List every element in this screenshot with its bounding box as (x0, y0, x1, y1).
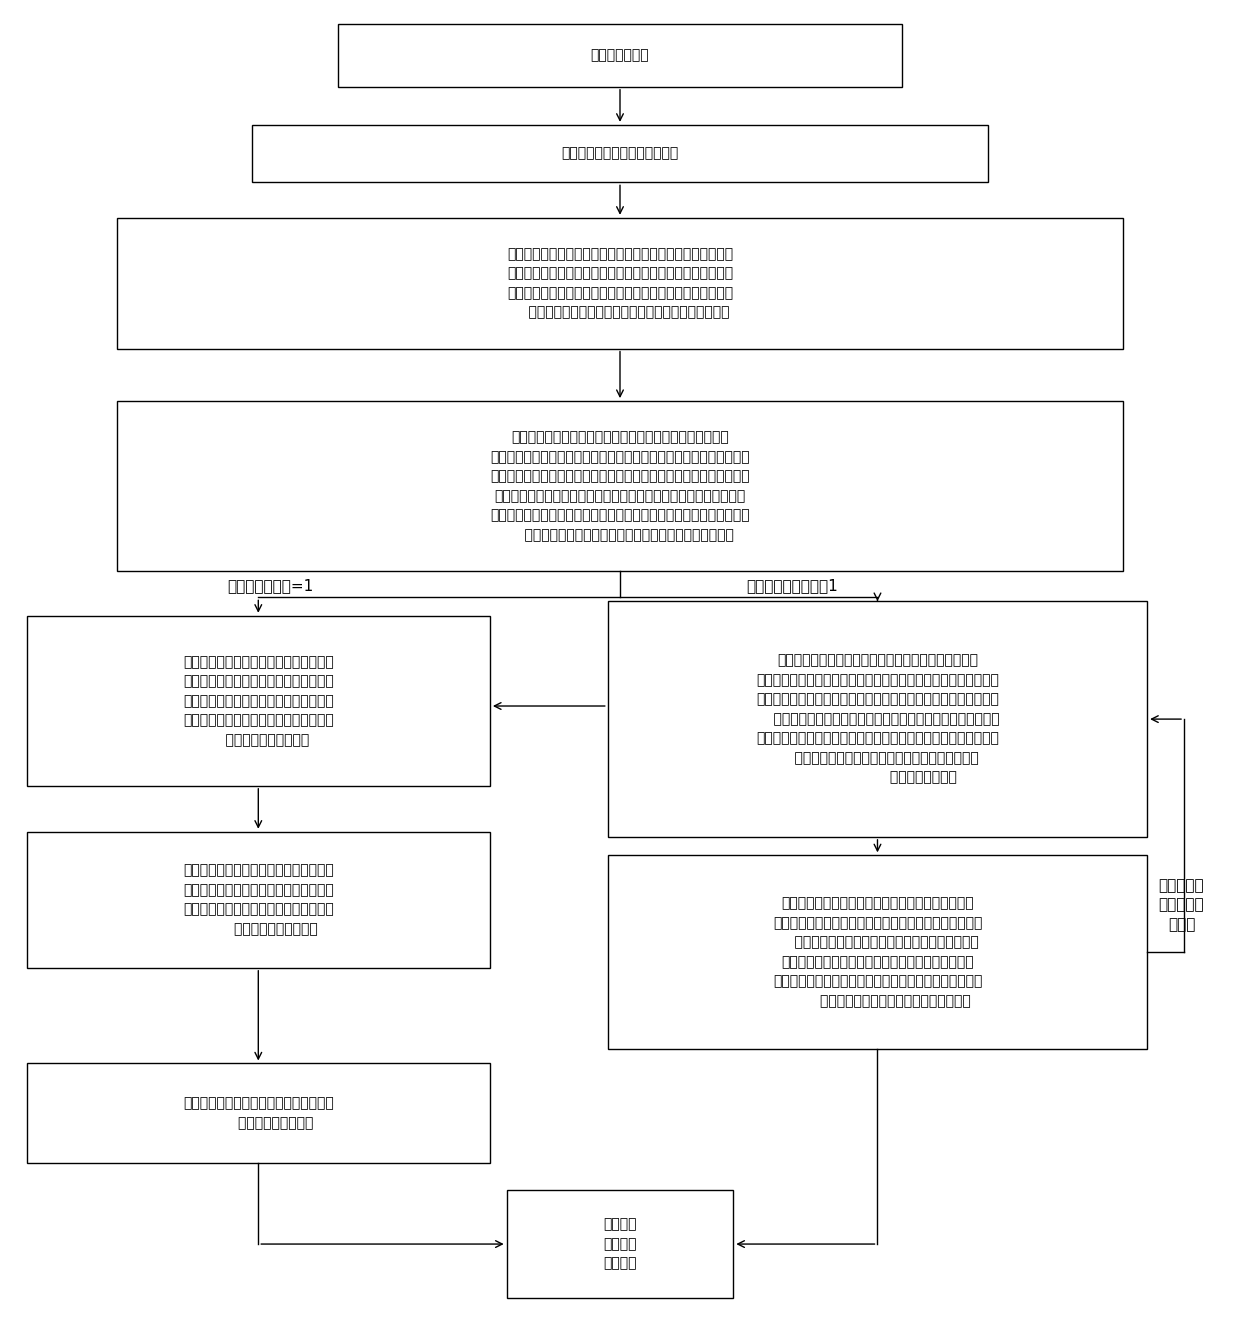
Text: 在显示驱动电路背离衬底基板的表面形成底部绝缘子层，在底
部绝缘子层开设位于绑定区域的多个第一底部过孔和位于显示
区域的多个第二底部过孔；在每个第一底部过孔内形成: 在显示驱动电路背离衬底基板的表面形成底部绝缘子层，在底 部绝缘子层开设位于绑定区… (507, 247, 733, 319)
Text: 在当前引线子层背离底部绝缘层的表面形成中间绝缘子
层，在中间绝缘子层形成位于绑定区域的多个第一中间过孔和位于
显示区域的多个第二中间过孔；在每个第一中间过孔内形: 在当前引线子层背离底部绝缘层的表面形成中间绝缘子 层，在中间绝缘子层形成位于绑定… (755, 654, 999, 785)
FancyBboxPatch shape (118, 401, 1122, 572)
Text: 制作像素界定层，以使得每个像素界定层
        内形成一个发光器件: 制作像素界定层，以使得每个像素界定层 内形成一个发光器件 (184, 1097, 334, 1130)
Text: 提供一衬底基板: 提供一衬底基板 (590, 49, 650, 62)
FancyBboxPatch shape (26, 832, 490, 968)
Text: 在顶部绝缘子层形成位于显示区域的多个
发光器件，以使得每个第二连接引线部通
过对应第二顶部过孔顶内的顶部电极引线
        部与对应发光器件连接: 在顶部绝缘子层形成位于显示区域的多个 发光器件，以使得每个第二连接引线部通 过对… (184, 864, 334, 935)
FancyBboxPatch shape (339, 24, 901, 87)
Text: 在衬底基板上形成显示驱动电路: 在衬底基板上形成显示驱动电路 (562, 147, 678, 160)
FancyBboxPatch shape (608, 855, 1147, 1049)
FancyBboxPatch shape (26, 1064, 490, 1163)
Text: 在引线子层背离底部绝缘子层的表面形成
顶部绝缘子层；在顶部绝缘子层开设位于
显示区域的多个第二顶部过孔，在每个第
二顶部过孔内形成与一个第二连接引线部
    : 在引线子层背离底部绝缘子层的表面形成 顶部绝缘子层；在顶部绝缘子层开设位于 显示… (184, 655, 334, 746)
FancyBboxPatch shape (118, 218, 1122, 349)
FancyBboxPatch shape (252, 124, 988, 183)
Text: 还没有完成
所有引线子
层制作: 还没有完成 所有引线子 层制作 (1158, 877, 1204, 933)
Text: 在底部绝缘子层背离显示驱动电路的表面形成一层引线子层
，使得引线子层包括相互绝缘的多个第一连接引线部和多个第二连接引
线部；多个第一连接引线部位于绑定区域，多个: 在底部绝缘子层背离显示驱动电路的表面形成一层引线子层 ，使得引线子层包括相互绝缘… (490, 430, 750, 542)
FancyBboxPatch shape (507, 1191, 733, 1298)
Text: 引线子层的数量=1: 引线子层的数量=1 (227, 578, 314, 593)
FancyBboxPatch shape (26, 615, 490, 786)
FancyBboxPatch shape (608, 601, 1147, 837)
Text: 在当前中间绝缘子层背离显示驱动电路的表面形成引
线子层，使得引线子层包括相互绝缘的多个第一连接引线
    部和多个第二连接引线部，且当前中间绝缘子层的
中间绑: 在当前中间绝缘子层背离显示驱动电路的表面形成引 线子层，使得引线子层包括相互绝缘… (773, 897, 982, 1008)
Text: 所有引线
子层已经
制作完毕: 所有引线 子层已经 制作完毕 (603, 1217, 637, 1270)
Text: 引线子层的数量大于1: 引线子层的数量大于1 (745, 578, 837, 593)
